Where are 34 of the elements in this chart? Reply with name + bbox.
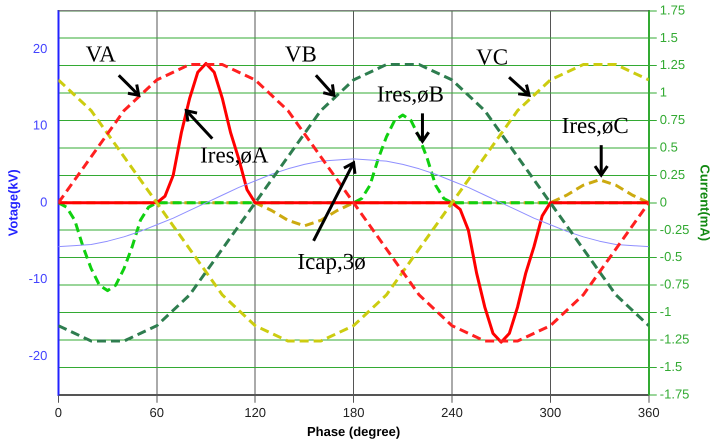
y2-tick-label: 1.5 <box>660 30 678 45</box>
y2-tick-label: 1.25 <box>660 57 686 72</box>
y-tick-label: 10 <box>32 118 48 133</box>
y-tick-label: -10 <box>28 271 48 286</box>
y2-tick-label: 0 <box>660 194 668 210</box>
y2-tick-label: 1.75 <box>660 2 686 18</box>
y-axis-title: Votage(kV) <box>5 169 20 236</box>
x-tick-label: 0 <box>54 405 62 420</box>
y2-tick-label: 1 <box>660 84 668 100</box>
y2-tick-label: -1.25 <box>660 332 690 347</box>
annotation: Ires,øC <box>562 113 629 138</box>
y2-tick-label: -1.75 <box>660 386 690 402</box>
y-tick-label: 20 <box>32 40 48 56</box>
x-tick-label: 300 <box>540 405 562 420</box>
annotation: VC <box>476 44 508 70</box>
y2-tick-label: -0.5 <box>660 249 682 264</box>
y2-tick-label: -1.5 <box>660 358 682 374</box>
x-tick-label: 60 <box>150 405 164 420</box>
y2-tick-label: 0.5 <box>660 140 678 155</box>
x-tick-label: 360 <box>638 405 660 420</box>
x-tick-label: 120 <box>244 405 266 420</box>
y-tick-label: -20 <box>28 348 48 363</box>
x-tick-label: 240 <box>441 405 463 420</box>
y2-tick-label: -0.75 <box>660 276 690 292</box>
annotation: VB <box>284 41 317 66</box>
y-tick-label: 0 <box>40 194 48 210</box>
y2-tick-label: 0.75 <box>660 112 686 128</box>
x-tick-label: 180 <box>342 405 364 420</box>
y2-tick-label: -1 <box>660 304 672 320</box>
y2-tick-label: -0.25 <box>660 222 690 237</box>
y2-axis-title: Current(mA) <box>698 164 713 242</box>
y2-tick-label: 0.25 <box>660 166 686 182</box>
annotation: VA <box>86 41 116 66</box>
x-axis-title: Phase (degree) <box>306 424 400 439</box>
